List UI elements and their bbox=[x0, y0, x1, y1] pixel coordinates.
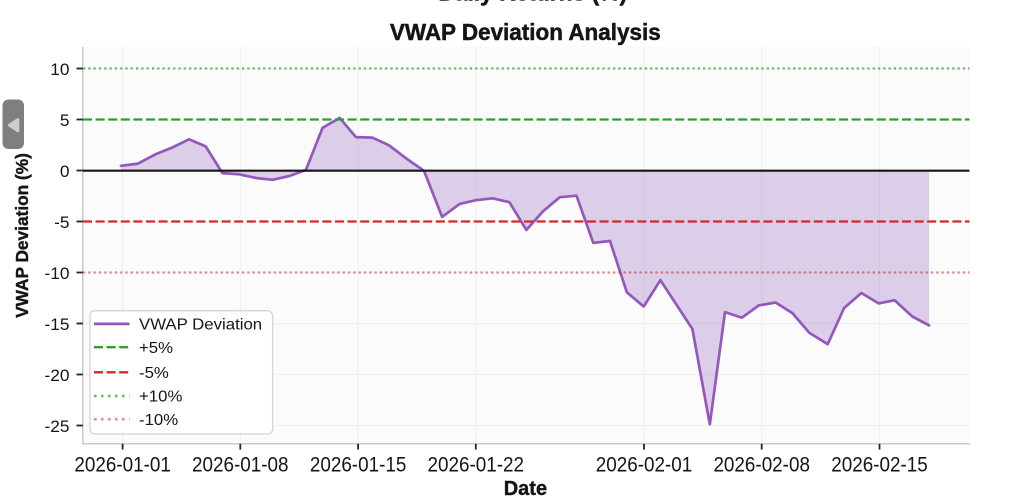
svg-text:Date: Date bbox=[504, 478, 547, 498]
svg-text:-20: -20 bbox=[44, 367, 69, 386]
svg-text:Daily Returns (%): Daily Returns (%) bbox=[438, 0, 627, 6]
svg-text:-25: -25 bbox=[44, 418, 69, 437]
svg-text:VWAP Deviation Analysis: VWAP Deviation Analysis bbox=[390, 19, 661, 45]
svg-text:2026-02-01: 2026-02-01 bbox=[596, 454, 693, 477]
svg-text:2026-01-08: 2026-01-08 bbox=[192, 454, 289, 477]
svg-text:2026-01-15: 2026-01-15 bbox=[310, 454, 407, 477]
svg-text:+5%: +5% bbox=[139, 339, 173, 357]
svg-text:10: 10 bbox=[50, 60, 69, 79]
svg-text:5: 5 bbox=[60, 111, 70, 130]
svg-text:2026-01-22: 2026-01-22 bbox=[428, 454, 525, 477]
svg-text:2026-01-01: 2026-01-01 bbox=[74, 454, 171, 477]
svg-text:-5: -5 bbox=[54, 214, 69, 233]
svg-text:VWAP Deviation: VWAP Deviation bbox=[139, 316, 262, 334]
svg-text:-5%: -5% bbox=[139, 364, 169, 382]
svg-text:2026-02-08: 2026-02-08 bbox=[713, 454, 810, 477]
svg-text:VWAP Deviation (%): VWAP Deviation (%) bbox=[12, 153, 32, 318]
svg-text:0: 0 bbox=[60, 163, 70, 182]
svg-text:2026-02-15: 2026-02-15 bbox=[831, 454, 928, 477]
svg-text:-10%: -10% bbox=[139, 411, 178, 429]
svg-text:+10%: +10% bbox=[139, 388, 182, 406]
svg-text:-10: -10 bbox=[44, 265, 69, 284]
svg-text:-15: -15 bbox=[44, 316, 69, 335]
